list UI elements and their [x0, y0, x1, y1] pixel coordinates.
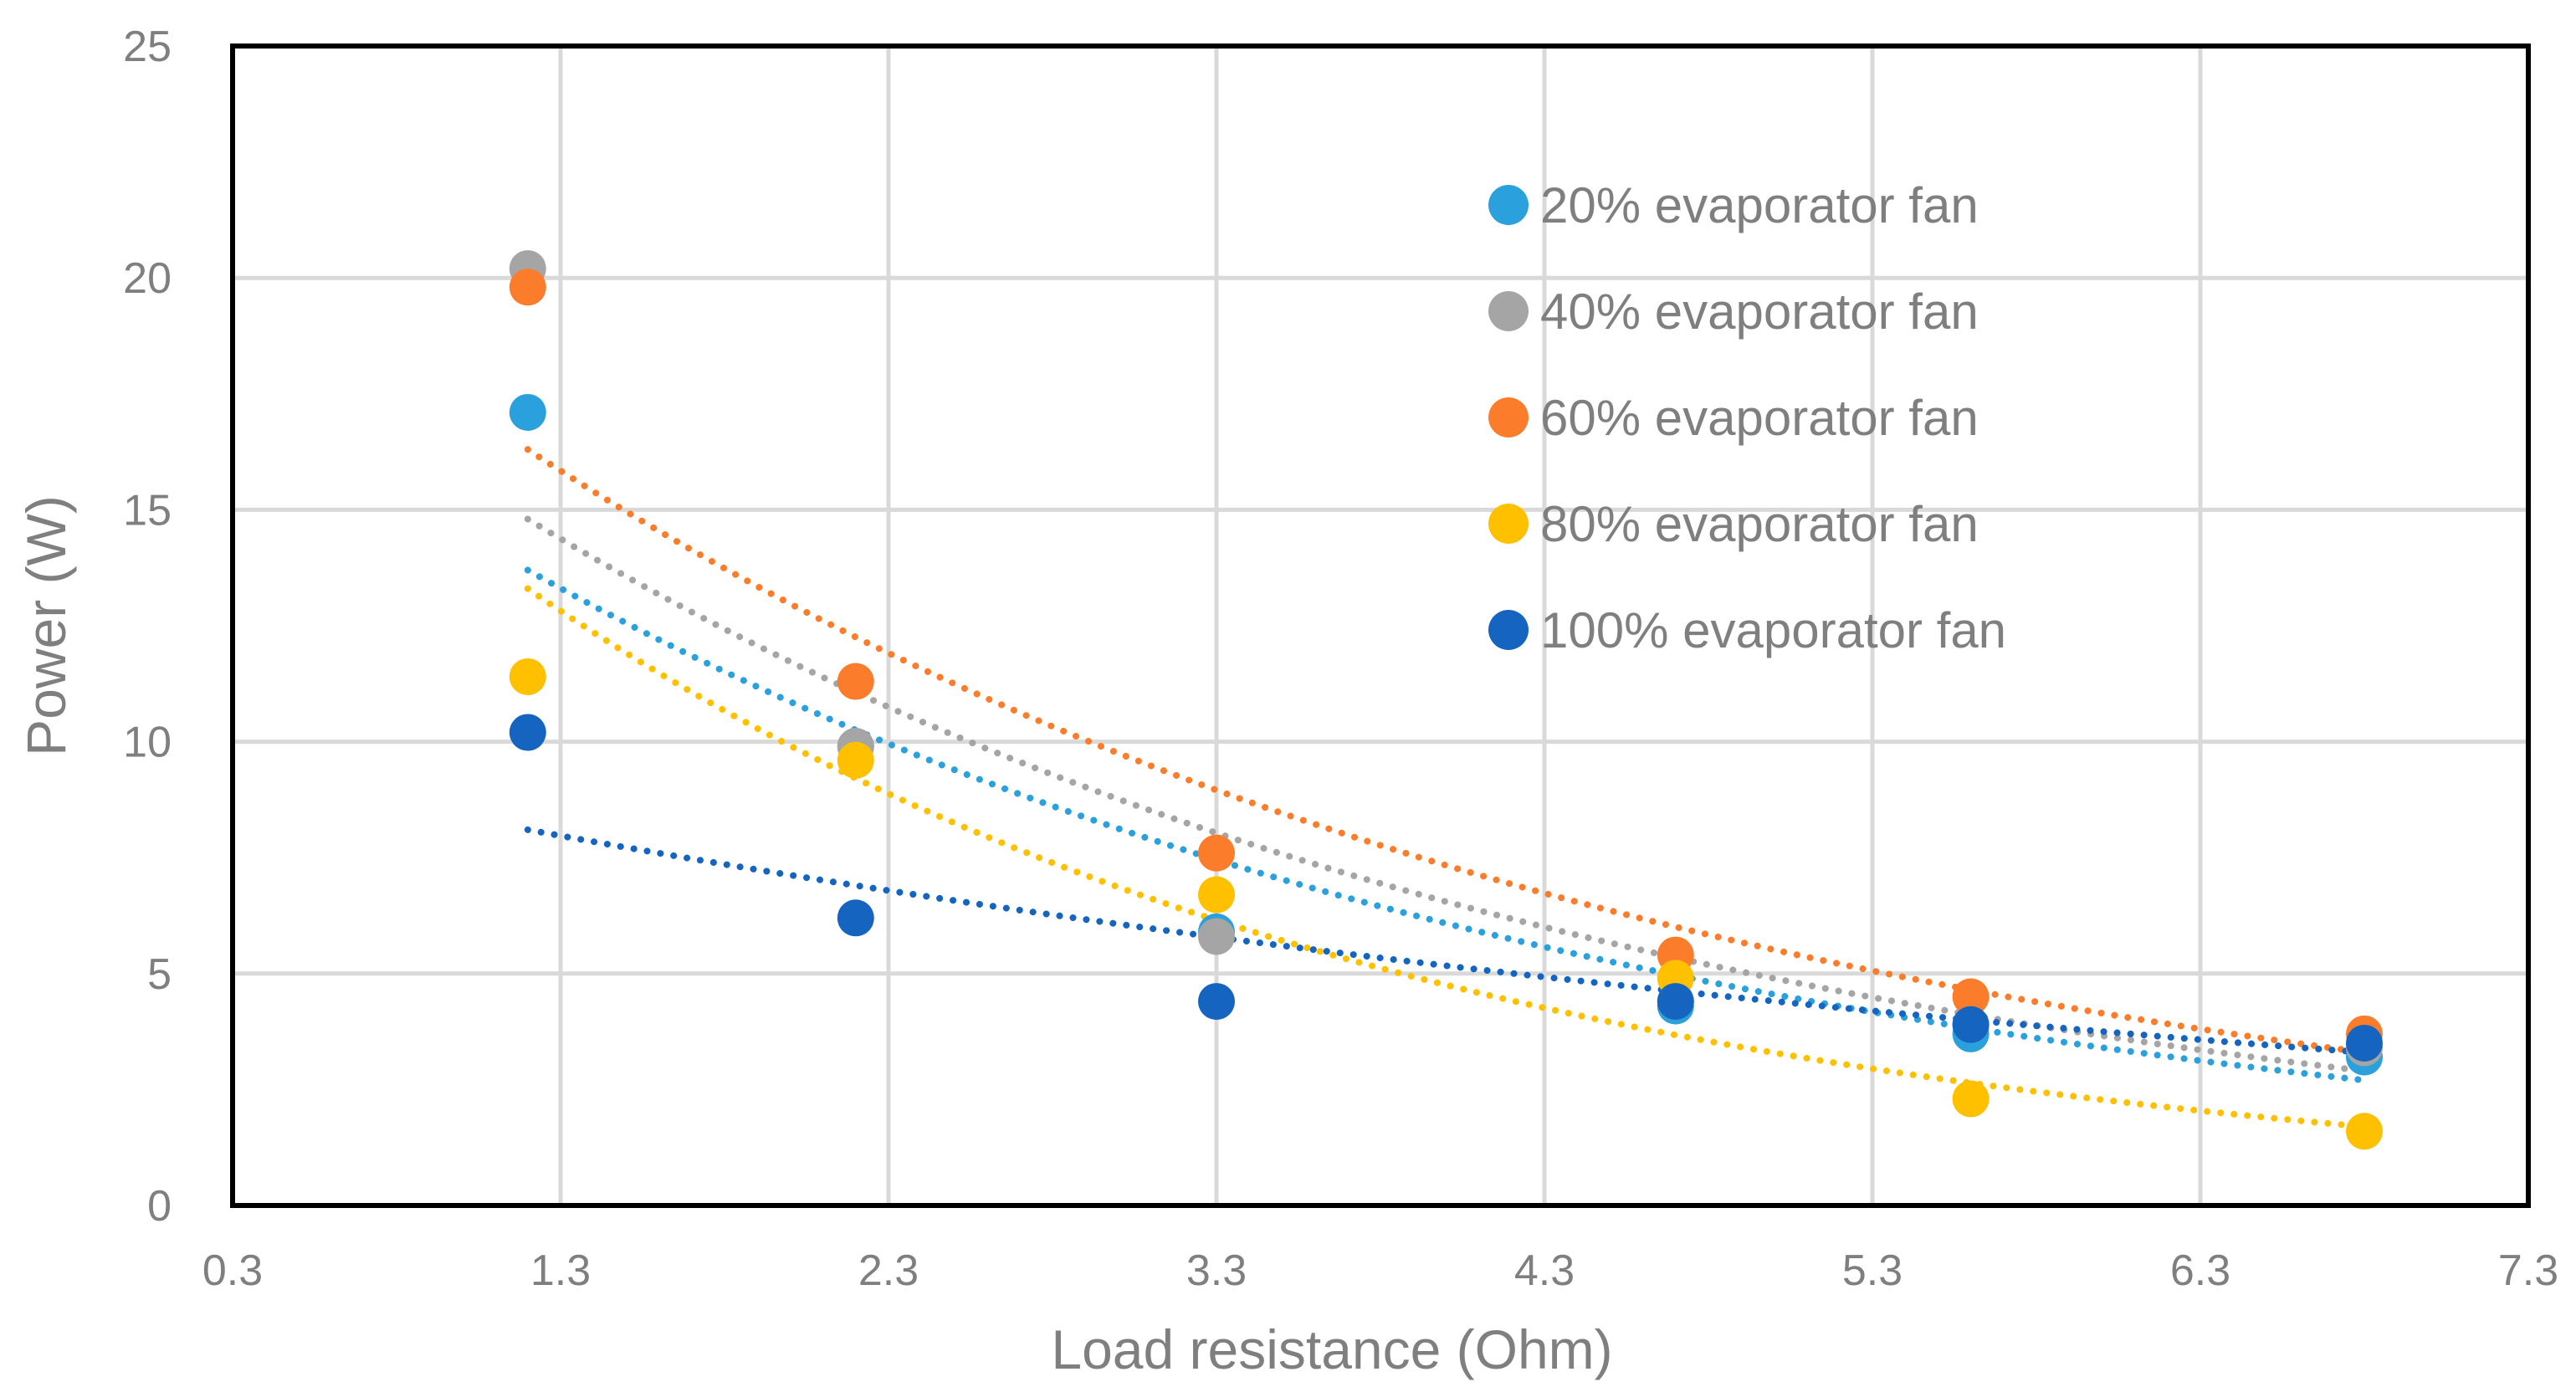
x-tick-label: 4.3 — [1514, 1246, 1575, 1295]
data-point — [1952, 1080, 1990, 1118]
y-tick-label: 5 — [147, 950, 172, 999]
y-tick-label: 0 — [147, 1182, 172, 1231]
data-points — [509, 250, 2383, 1150]
trendlines — [524, 446, 2368, 1130]
data-point — [2346, 1024, 2383, 1062]
legend-marker — [1488, 291, 1529, 331]
y-tick-label: 25 — [123, 23, 172, 71]
data-point — [837, 741, 874, 779]
legend-marker — [1488, 397, 1529, 438]
data-point — [1952, 1006, 1990, 1043]
x-tick-label: 7.3 — [2498, 1246, 2558, 1295]
data-point — [1952, 978, 1990, 1016]
x-tick-label: 2.3 — [858, 1246, 919, 1295]
data-point — [509, 658, 546, 695]
legend-label: 80% evaporator fan — [1540, 496, 1979, 552]
trendline — [524, 515, 2368, 1075]
plot-area-border — [230, 44, 2531, 1208]
x-axis-ticks: 0.3 1.3 2.3 3.3 4.3 5.3 6.3 7.3 — [202, 1246, 2558, 1295]
x-tick-label: 1.3 — [530, 1246, 591, 1295]
y-axis-ticks: 0 5 10 15 20 25 — [123, 23, 172, 1231]
trendline — [524, 446, 2368, 1056]
legend-marker — [1488, 504, 1529, 544]
gridlines — [230, 44, 2531, 1208]
x-tick-label: 5.3 — [1842, 1246, 1903, 1295]
data-point — [837, 899, 874, 937]
data-point — [509, 714, 546, 751]
trendline — [524, 585, 2368, 1130]
data-point — [1657, 983, 1694, 1021]
y-axis-title: Power (W) — [15, 495, 77, 756]
data-point — [837, 663, 874, 700]
data-point — [2346, 1113, 2383, 1150]
trendline — [524, 566, 2368, 1084]
trendline — [524, 826, 2368, 1056]
legend-label: 40% evaporator fan — [1540, 284, 1979, 340]
data-point — [1198, 983, 1235, 1021]
data-point — [1198, 834, 1235, 872]
legend: 20% evaporator fan 40% evaporator fan 60% … — [1488, 177, 2006, 658]
data-point — [1198, 918, 1235, 955]
legend-label: 100% evaporator fan — [1540, 602, 2006, 658]
legend-label: 20% evaporator fan — [1540, 177, 1979, 233]
y-tick-label: 10 — [123, 719, 172, 767]
legend-marker — [1488, 610, 1529, 650]
legend-marker — [1488, 185, 1529, 225]
data-point — [1198, 876, 1235, 914]
x-tick-label: 3.3 — [1186, 1246, 1247, 1295]
data-point — [509, 393, 546, 431]
y-tick-label: 15 — [123, 486, 172, 535]
x-axis-title: Load resistance (Ohm) — [1051, 1318, 1612, 1380]
x-tick-label: 6.3 — [2170, 1246, 2230, 1295]
legend-label: 60% evaporator fan — [1540, 390, 1979, 446]
y-tick-label: 20 — [123, 254, 172, 303]
x-tick-label: 0.3 — [202, 1246, 263, 1295]
data-point — [509, 269, 546, 306]
